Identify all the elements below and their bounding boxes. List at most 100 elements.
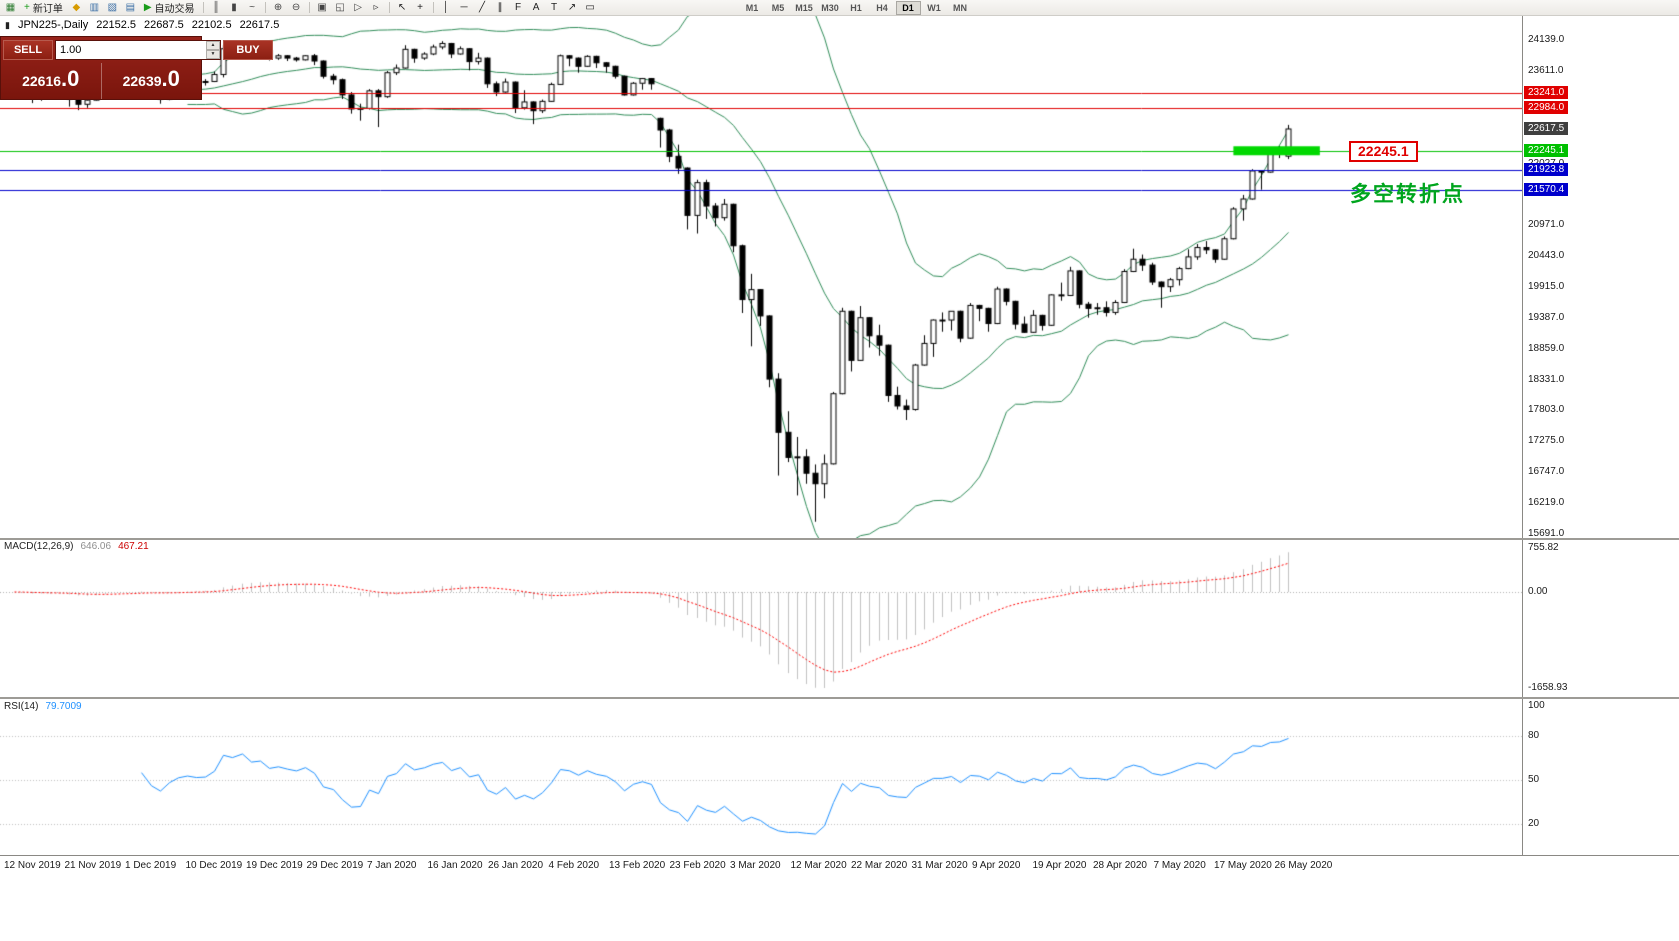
- sell-price[interactable]: 22616.0: [1, 63, 101, 99]
- time-axis-label: 12 Nov 2019: [4, 860, 61, 871]
- cursor-icon[interactable]: ↖: [394, 1, 411, 15]
- toolbar-separator: [308, 2, 310, 13]
- timeframe-w1-button[interactable]: W1: [922, 1, 947, 15]
- macd-main-value: 646.06: [80, 541, 112, 552]
- buy-price[interactable]: 22639.0: [100, 63, 202, 99]
- turning-point-annotation: 多空转折点: [1350, 183, 1465, 206]
- volume-up-button[interactable]: ▲: [206, 41, 220, 50]
- chart-shift-icon[interactable]: ▹: [368, 1, 385, 15]
- breakout-price-callout: 22245.1: [1349, 141, 1418, 162]
- one-click-trading-panel: SELL ▲ ▼ BUY 22616.0 22639.0: [0, 36, 273, 100]
- data-window-icon[interactable]: ▥: [86, 1, 103, 15]
- auto-trading-button[interactable]: ▶ 自动交易: [140, 1, 199, 15]
- zoom-out-icon[interactable]: ⊖: [288, 1, 305, 15]
- macd-indicator-label: MACD(12,26,9) 646.06 467.21: [4, 541, 149, 552]
- time-axis-label: 23 Feb 2020: [669, 860, 726, 871]
- macd-scale-label: 0.00: [1528, 586, 1548, 597]
- rsi-panel-separator[interactable]: [0, 697, 1679, 699]
- sell-button[interactable]: SELL: [3, 40, 53, 60]
- timeframe-h1-button[interactable]: H1: [844, 1, 869, 15]
- new-order-button-label: 新订单: [32, 4, 63, 15]
- trade-prices-row: 22616.0 22639.0: [1, 63, 201, 99]
- buy-price-frac: .0: [161, 66, 180, 91]
- buy-price-main: 22639: [122, 73, 162, 89]
- vertical-line-icon[interactable]: │: [438, 1, 455, 15]
- macd-panel-separator[interactable]: [0, 538, 1679, 540]
- new-order-plus-icon: +: [24, 2, 30, 13]
- toolbar-separator: [264, 2, 266, 13]
- time-axis-label: 28 Apr 2020: [1093, 860, 1147, 871]
- time-axis-label: 10 Dec 2019: [185, 860, 243, 871]
- time-axis-label: 22 Mar 2020: [851, 860, 908, 871]
- timeframe-m15-button[interactable]: M15: [792, 1, 817, 15]
- time-axis-label: 31 Mar 2020: [911, 860, 968, 871]
- bar-chart-icon[interactable]: ║: [208, 1, 225, 15]
- symbol-name: JPN225-,Daily: [17, 19, 89, 31]
- price-scale-label: 16747.0: [1528, 466, 1565, 478]
- time-axis-label: 16 Jan 2020: [427, 860, 483, 871]
- timeframe-m5-button[interactable]: M5: [766, 1, 791, 15]
- time-axis-label: 13 Feb 2020: [609, 860, 666, 871]
- timeframe-h4-button[interactable]: H4: [870, 1, 895, 15]
- price-scale-label: 23611.0: [1528, 64, 1564, 76]
- time-axis-label: 26 May 2020: [1274, 860, 1333, 871]
- time-axis[interactable]: 12 Nov 2019 21 Nov 2019 1 Dec 2019 10 Dec 2…: [0, 855, 1679, 879]
- navigator-icon[interactable]: ▧: [104, 1, 121, 15]
- timeframe-d1-button[interactable]: D1: [895, 0, 921, 15]
- volume-field: ▲ ▼: [55, 40, 221, 60]
- timeframe-toolbar: M1 M5 M15 M30 H1 H4 D1 W1 MN: [740, 0, 973, 15]
- rsi-scale-label: 50: [1528, 774, 1540, 785]
- tile-windows-icon[interactable]: ▣: [314, 1, 331, 15]
- time-axis-label: 7 May 2020: [1153, 860, 1206, 871]
- candlestick-chart-icon[interactable]: ▮: [226, 1, 243, 15]
- arrow-tool-icon[interactable]: ↗: [564, 1, 581, 15]
- trendline-icon[interactable]: ╱: [474, 1, 491, 15]
- time-axis-label: 26 Jan 2020: [488, 860, 544, 871]
- shapes-icon[interactable]: ▭: [582, 1, 599, 15]
- rsi-value: 79.7009: [45, 701, 82, 712]
- volume-input[interactable]: [56, 41, 206, 59]
- timeframe-m1-button[interactable]: M1: [740, 1, 765, 15]
- low-value: 22102.5: [191, 19, 232, 31]
- text-label-icon[interactable]: T: [546, 1, 563, 15]
- new-chart-icon[interactable]: ▦: [2, 1, 19, 15]
- crosshair-icon[interactable]: +: [412, 1, 429, 15]
- line-chart-icon[interactable]: ~: [244, 1, 261, 15]
- rsi-name: RSI(14): [4, 701, 39, 712]
- toolbar-separator: [388, 2, 390, 13]
- market-watch-icon[interactable]: ◆: [68, 1, 85, 15]
- fibonacci-icon[interactable]: F: [510, 1, 527, 15]
- price-tag: 21923.8: [1524, 162, 1569, 176]
- equidistant-channel-icon[interactable]: ∥: [492, 1, 509, 15]
- price-tag: 22617.5: [1524, 121, 1569, 135]
- new-order-button[interactable]: + 新订单: [20, 1, 67, 15]
- auto-trading-button-label: 自动交易: [154, 4, 195, 15]
- time-axis-label: 3 Mar 2020: [730, 860, 781, 871]
- price-scale-label: 17803.0: [1528, 404, 1565, 416]
- sell-price-main: 22616: [22, 73, 62, 89]
- candlestick-icon: ▮: [5, 19, 10, 30]
- cascade-windows-icon[interactable]: ◱: [332, 1, 349, 15]
- volume-down-button[interactable]: ▼: [206, 50, 220, 59]
- auto-scroll-icon[interactable]: ▷: [350, 1, 367, 15]
- horizontal-line-icon[interactable]: ─: [456, 1, 473, 15]
- buy-button[interactable]: BUY: [223, 40, 273, 60]
- toolbar-separator: [432, 2, 434, 13]
- time-axis-label: 12 Mar 2020: [790, 860, 847, 871]
- rsi-scale-label: 80: [1528, 729, 1540, 741]
- timeframe-m30-button[interactable]: M30: [818, 1, 843, 15]
- text-icon[interactable]: A: [528, 1, 545, 15]
- time-axis-label: 1 Dec 2019: [125, 860, 177, 871]
- time-axis-label: 19 Dec 2019: [246, 860, 303, 871]
- price-axis[interactable]: 24139.023611.022027.020971.020443.019915…: [1522, 16, 1679, 855]
- sell-price-frac: .0: [61, 66, 80, 91]
- macd-indicator-canvas[interactable]: [0, 540, 1522, 697]
- toolbar-separator: [202, 2, 204, 13]
- zoom-in-icon[interactable]: ⊕: [270, 1, 287, 15]
- price-scale-label: 20971.0: [1528, 219, 1565, 231]
- timeframe-mn-button[interactable]: MN: [948, 1, 973, 15]
- price-chart-canvas[interactable]: [0, 16, 1522, 538]
- time-axis-label: 17 May 2020: [1214, 860, 1272, 871]
- rsi-indicator-canvas[interactable]: [0, 699, 1522, 855]
- terminal-icon[interactable]: ▤: [122, 1, 139, 15]
